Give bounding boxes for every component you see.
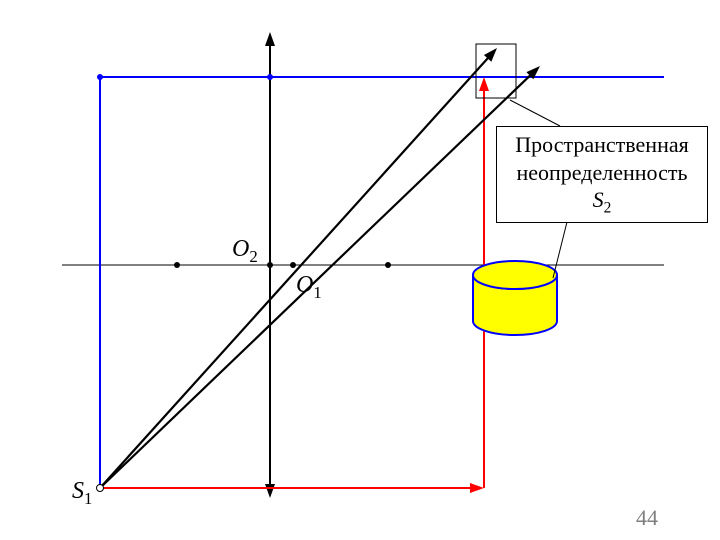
o1-var: O [296,272,313,298]
o1-sub: 1 [313,283,321,302]
s1-var: S [72,478,84,504]
o2-sub: 2 [249,247,257,266]
page-number: 44 [636,505,658,531]
s1-label: S1 [72,478,92,509]
callout-line1: Пространственная [505,131,699,159]
callout-box: Пространственная неопределенность S2 [496,126,708,223]
s1-sub: 1 [84,489,92,508]
callout-line2: неопределенность [505,159,699,187]
origin-1-label: O1 [296,272,322,303]
callout-s2: S2 [505,186,699,218]
o2-var: O [232,236,249,262]
origin-2-label: O2 [232,236,258,267]
